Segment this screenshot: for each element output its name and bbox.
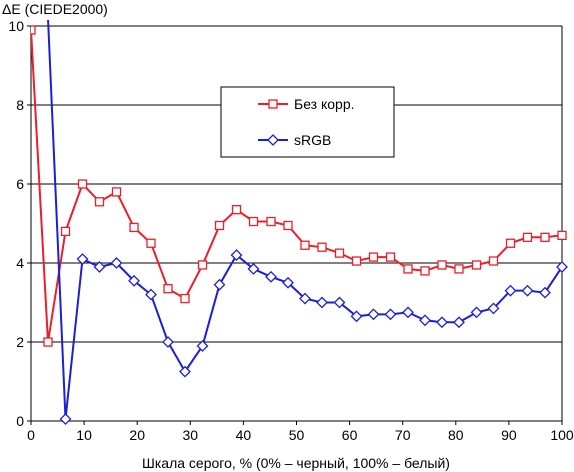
point-1-13: [265, 270, 277, 283]
point-0-19: [351, 256, 362, 266]
x-tick-label-0: 0: [27, 427, 35, 443]
point-1-24: [453, 316, 465, 329]
point-0-14: [266, 216, 276, 227]
point-0-5: [111, 187, 122, 197]
point-1-4: [110, 257, 123, 269]
point-0-9: [180, 293, 190, 304]
y-axis-title: ΔE (CIEDE2000): [2, 1, 108, 17]
x-tick-label-20: 20: [129, 427, 145, 443]
x-tick-label-70: 70: [395, 427, 411, 443]
point-0-23: [420, 266, 430, 276]
point-0-29: [522, 232, 533, 242]
point-0-0: [31, 25, 36, 35]
x-tick-label-60: 60: [342, 427, 358, 443]
point-0-21: [385, 252, 396, 262]
legend-label-0: Без корр.: [294, 96, 355, 112]
point-0-17: [317, 242, 327, 252]
point-1-29: [539, 286, 551, 299]
point-0-3: [77, 179, 88, 189]
series-layer: [31, 20, 568, 425]
legend-box: [220, 86, 395, 158]
point-1-7: [162, 336, 174, 348]
point-1-25: [470, 306, 483, 319]
y-tick-label-4: 4: [16, 255, 24, 271]
axes: [27, 25, 563, 425]
series-1: [47, 20, 568, 425]
x-tick-label-100: 100: [550, 427, 574, 443]
point-1-26: [487, 302, 500, 315]
point-1-10: [213, 278, 226, 291]
point-1-9: [196, 340, 209, 352]
legend-item-0: Без корр.: [258, 96, 355, 112]
point-0-28: [505, 238, 516, 248]
point-1-18: [350, 310, 363, 323]
y-tick-label-2: 2: [16, 334, 24, 350]
x-tick-label-50: 50: [289, 427, 305, 443]
point-0-27: [488, 256, 499, 266]
point-0-8: [163, 284, 173, 294]
point-0-30: [540, 232, 550, 242]
y-tick-label-0: 0: [16, 413, 24, 429]
point-0-7: [146, 238, 156, 248]
legend-item-1: sRGB: [258, 132, 331, 148]
series-line-1: [47, 20, 563, 420]
point-0-18: [334, 248, 345, 258]
y-tick-label-8: 8: [16, 97, 24, 113]
point-1-1: [59, 413, 72, 425]
point-0-26: [471, 260, 482, 270]
point-0-1: [43, 337, 53, 347]
point-1-15: [299, 292, 311, 305]
point-0-13: [248, 216, 259, 227]
point-0-31: [557, 230, 567, 241]
x-axis-title: Шкала серого, % (0% – черный, 100% – бел…: [142, 455, 450, 471]
point-0-10: [197, 260, 208, 270]
point-0-22: [403, 264, 413, 274]
point-1-19: [367, 308, 380, 321]
point-1-14: [282, 276, 294, 289]
point-0-2: [60, 226, 71, 237]
x-tick-label-90: 90: [501, 427, 517, 443]
point-1-23: [436, 316, 448, 329]
point-1-21: [402, 306, 414, 319]
point-1-28: [521, 284, 534, 297]
gridlines: [31, 25, 562, 343]
point-1-2: [76, 253, 89, 265]
legend-marker-0: [268, 99, 278, 109]
point-1-5: [128, 274, 140, 287]
point-1-17: [333, 296, 346, 309]
point-1-22: [419, 314, 431, 327]
legend-label-1: sRGB: [294, 132, 331, 148]
point-0-12: [231, 205, 242, 215]
legend: Без корр. sRGB: [220, 86, 395, 158]
series-line-0: [31, 29, 563, 343]
point-0-6: [129, 222, 139, 233]
point-1-27: [504, 284, 517, 297]
point-1-11: [230, 249, 243, 262]
point-1-16: [316, 296, 328, 309]
point-0-20: [368, 252, 379, 262]
point-0-16: [300, 240, 310, 250]
point-0-4: [94, 197, 105, 207]
x-tick-label-10: 10: [76, 427, 92, 443]
x-tick-labels: 0 10 20 30 40 50 60 70 80 90 100: [27, 427, 574, 443]
point-0-11: [214, 220, 225, 231]
point-1-20: [384, 308, 397, 321]
point-1-3: [93, 261, 106, 273]
point-0-25: [454, 264, 464, 274]
point-0-15: [283, 220, 293, 231]
point-1-8: [179, 365, 191, 378]
y-tick-label-6: 6: [16, 176, 24, 192]
x-tick-label-40: 40: [236, 427, 252, 443]
legend-marker-1: [267, 134, 279, 146]
series-0: [31, 25, 567, 347]
x-tick-label-80: 80: [448, 427, 464, 443]
x-tick-label-30: 30: [183, 427, 199, 443]
point-1-12: [247, 263, 260, 275]
point-0-24: [437, 260, 447, 270]
y-tick-labels: 0 2 4 6 8 10: [8, 18, 24, 429]
point-1-30: [556, 261, 568, 273]
point-1-6: [145, 288, 157, 301]
y-tick-label-10: 10: [8, 18, 24, 34]
